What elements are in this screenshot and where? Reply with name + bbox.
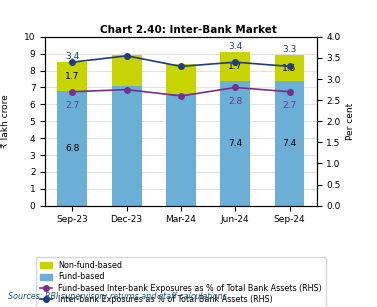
Bar	[274, 55, 305, 81]
Text: 1.5: 1.5	[282, 64, 297, 72]
Bar	[166, 64, 196, 94]
Bar	[166, 94, 196, 206]
Text: 2.7: 2.7	[65, 101, 80, 110]
Bar	[220, 52, 250, 81]
Y-axis label: Per cent: Per cent	[346, 103, 356, 140]
Bar	[274, 81, 305, 206]
Y-axis label: ₹ lakh crore: ₹ lakh crore	[1, 94, 10, 148]
Text: 2.7: 2.7	[282, 101, 297, 110]
Text: 1.7: 1.7	[228, 62, 242, 71]
Text: 7.4: 7.4	[282, 139, 297, 148]
Text: 6.8: 6.8	[65, 144, 80, 153]
Bar	[112, 86, 142, 206]
Legend: Non-fund-based, Fund-based, Fund-based Inter-bank Exposures as % of Total Bank A: Non-fund-based, Fund-based, Fund-based I…	[36, 257, 326, 307]
Text: 3.4: 3.4	[228, 42, 242, 51]
Bar	[112, 55, 142, 86]
Text: 3.3: 3.3	[282, 45, 297, 54]
Text: 2.8: 2.8	[228, 97, 242, 106]
Text: 7.4: 7.4	[228, 139, 242, 148]
Text: Sources: RBI supervisory returns and staff calculations.: Sources: RBI supervisory returns and sta…	[8, 292, 229, 301]
Text: 3.4: 3.4	[65, 52, 80, 61]
Bar	[57, 62, 87, 91]
Text: Chart 2.40: Inter-Bank Market: Chart 2.40: Inter-Bank Market	[100, 25, 277, 35]
Text: 1.7: 1.7	[65, 72, 80, 81]
Bar	[57, 91, 87, 206]
Bar	[220, 81, 250, 206]
